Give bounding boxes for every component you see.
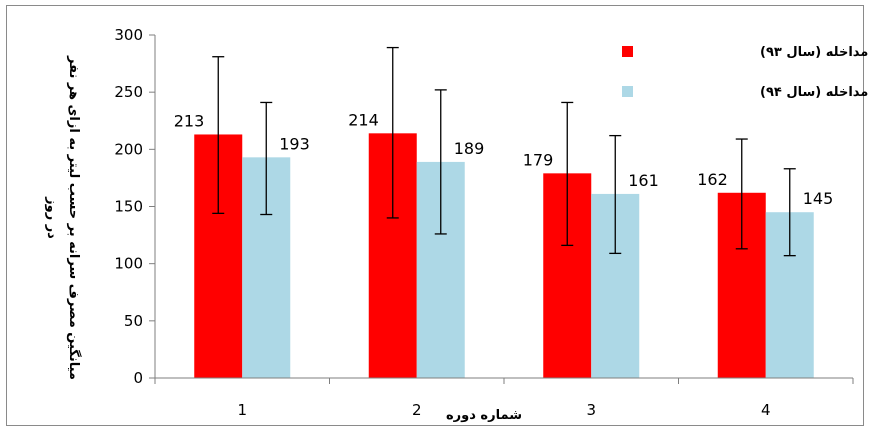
error-bars-layer [212, 46, 796, 257]
data-label-after-period-1: 193 [279, 134, 310, 153]
y-axis-title: میانگین مصرف سرانه بر حسب لیتر به ازای ه… [44, 55, 82, 380]
error-bar-before-period-1 [212, 56, 225, 215]
error-bar-after-period-1 [260, 101, 273, 216]
legend-swatch-after [622, 86, 633, 97]
data-label-before-period-1: 213 [174, 111, 205, 130]
error-bar-after-period-4 [783, 168, 796, 257]
data-label-before-period-4: 162 [697, 170, 728, 189]
legend-swatch-before [622, 46, 633, 57]
error-bar-before-period-4 [735, 138, 748, 250]
data-label-after-period-2: 189 [454, 139, 485, 158]
data-labels-layer: 213 193 214 189 179 161 162 145 [174, 110, 834, 208]
error-bar-before-period-2 [386, 46, 399, 219]
x-tick-label-1: 1 [237, 401, 247, 419]
legend-label-before: قبل از مداخله (سال ۹۳) [760, 45, 870, 60]
y-tick-label-50: 50 [124, 312, 143, 330]
y-axis-title-line-2: در روز [44, 196, 59, 239]
axes-layer: 1 2 3 4 0 50 100 150 200 250 300 [114, 26, 854, 419]
y-tick-label-0: 0 [133, 369, 143, 387]
legend-label-after: بعداز مداخله (سال ۹۴) [760, 85, 870, 100]
y-axis-title-line-1: میانگین مصرف سرانه بر حسب لیتر به ازای ه… [66, 55, 82, 380]
data-label-before-period-3: 179 [523, 150, 554, 169]
x-axis-title: شماره دوره [446, 408, 522, 423]
x-tick-label-3: 3 [586, 401, 596, 419]
y-tick-label-100: 100 [114, 255, 143, 273]
data-label-before-period-2: 214 [348, 110, 379, 129]
data-label-after-period-3: 161 [628, 171, 659, 190]
error-bar-before-period-3 [561, 101, 574, 247]
error-bar-after-period-3 [609, 134, 622, 255]
y-tick-label-250: 250 [114, 83, 143, 101]
y-tick-label-150: 150 [114, 198, 143, 216]
x-tick-label-4: 4 [761, 401, 771, 419]
y-tick-label-200: 200 [114, 140, 143, 158]
x-tick-label-2: 2 [412, 401, 422, 419]
legend: قبل از مداخله (سال ۹۳) بعداز مداخله (سال… [622, 45, 870, 100]
y-tick-label-300: 300 [114, 26, 143, 44]
data-label-after-period-4: 145 [803, 189, 834, 208]
error-bar-after-period-2 [434, 89, 447, 235]
